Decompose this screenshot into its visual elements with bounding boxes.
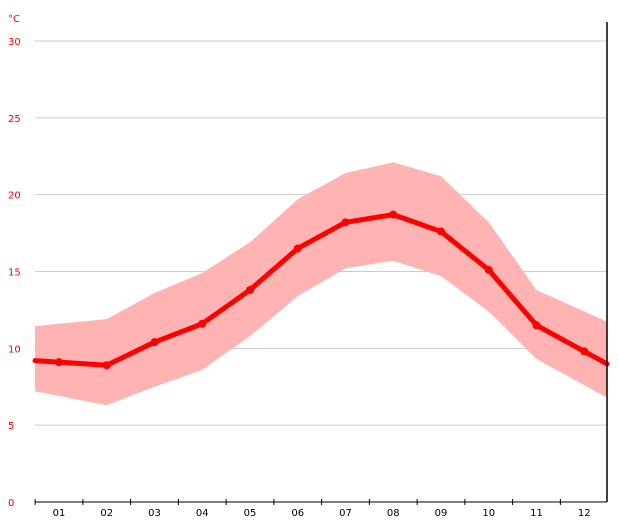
y-tick-label: 20 (8, 191, 21, 202)
mean-temperature-line (32, 212, 610, 368)
temperature-range-band (35, 162, 607, 406)
x-tick-label: 03 (148, 508, 161, 519)
x-tick-label: 08 (387, 508, 400, 519)
axes (34, 22, 608, 505)
x-tick-label: 11 (530, 508, 543, 519)
temperature-point (437, 227, 445, 236)
temperature-point (580, 347, 589, 356)
temperature-line (32, 212, 610, 368)
temperature-point (532, 321, 541, 330)
x-tick-label: 10 (482, 508, 495, 519)
y-tick-label: 25 (8, 114, 21, 125)
y-tick-label: 5 (8, 421, 14, 432)
x-tick-label: 09 (435, 508, 448, 519)
y-tick-label: 0 (8, 498, 14, 509)
temperature-point (389, 210, 398, 219)
y-tick-label: 15 (8, 268, 21, 279)
temperature-point (102, 361, 111, 370)
temperature-point (293, 244, 302, 253)
x-tick-label: 02 (100, 508, 113, 519)
temperature-range-area (35, 162, 607, 406)
temperature-point (484, 265, 493, 274)
temperature-point (150, 338, 159, 347)
temperature-points (55, 210, 589, 370)
temperature-point (55, 358, 63, 367)
x-tick-label: 01 (53, 508, 66, 519)
x-tick-label: 07 (339, 508, 352, 519)
temperature-point (341, 218, 350, 227)
y-axis-unit-label: °C (8, 14, 20, 25)
x-tick-label: 12 (578, 508, 591, 519)
y-tick-label: 10 (8, 344, 21, 355)
temperature-point (198, 319, 207, 328)
temperature-point (246, 285, 254, 294)
x-tick-label: 04 (196, 508, 209, 519)
y-tick-label: 30 (8, 37, 21, 48)
x-tick-label: 06 (291, 508, 304, 519)
x-tick-label: 05 (244, 508, 257, 519)
